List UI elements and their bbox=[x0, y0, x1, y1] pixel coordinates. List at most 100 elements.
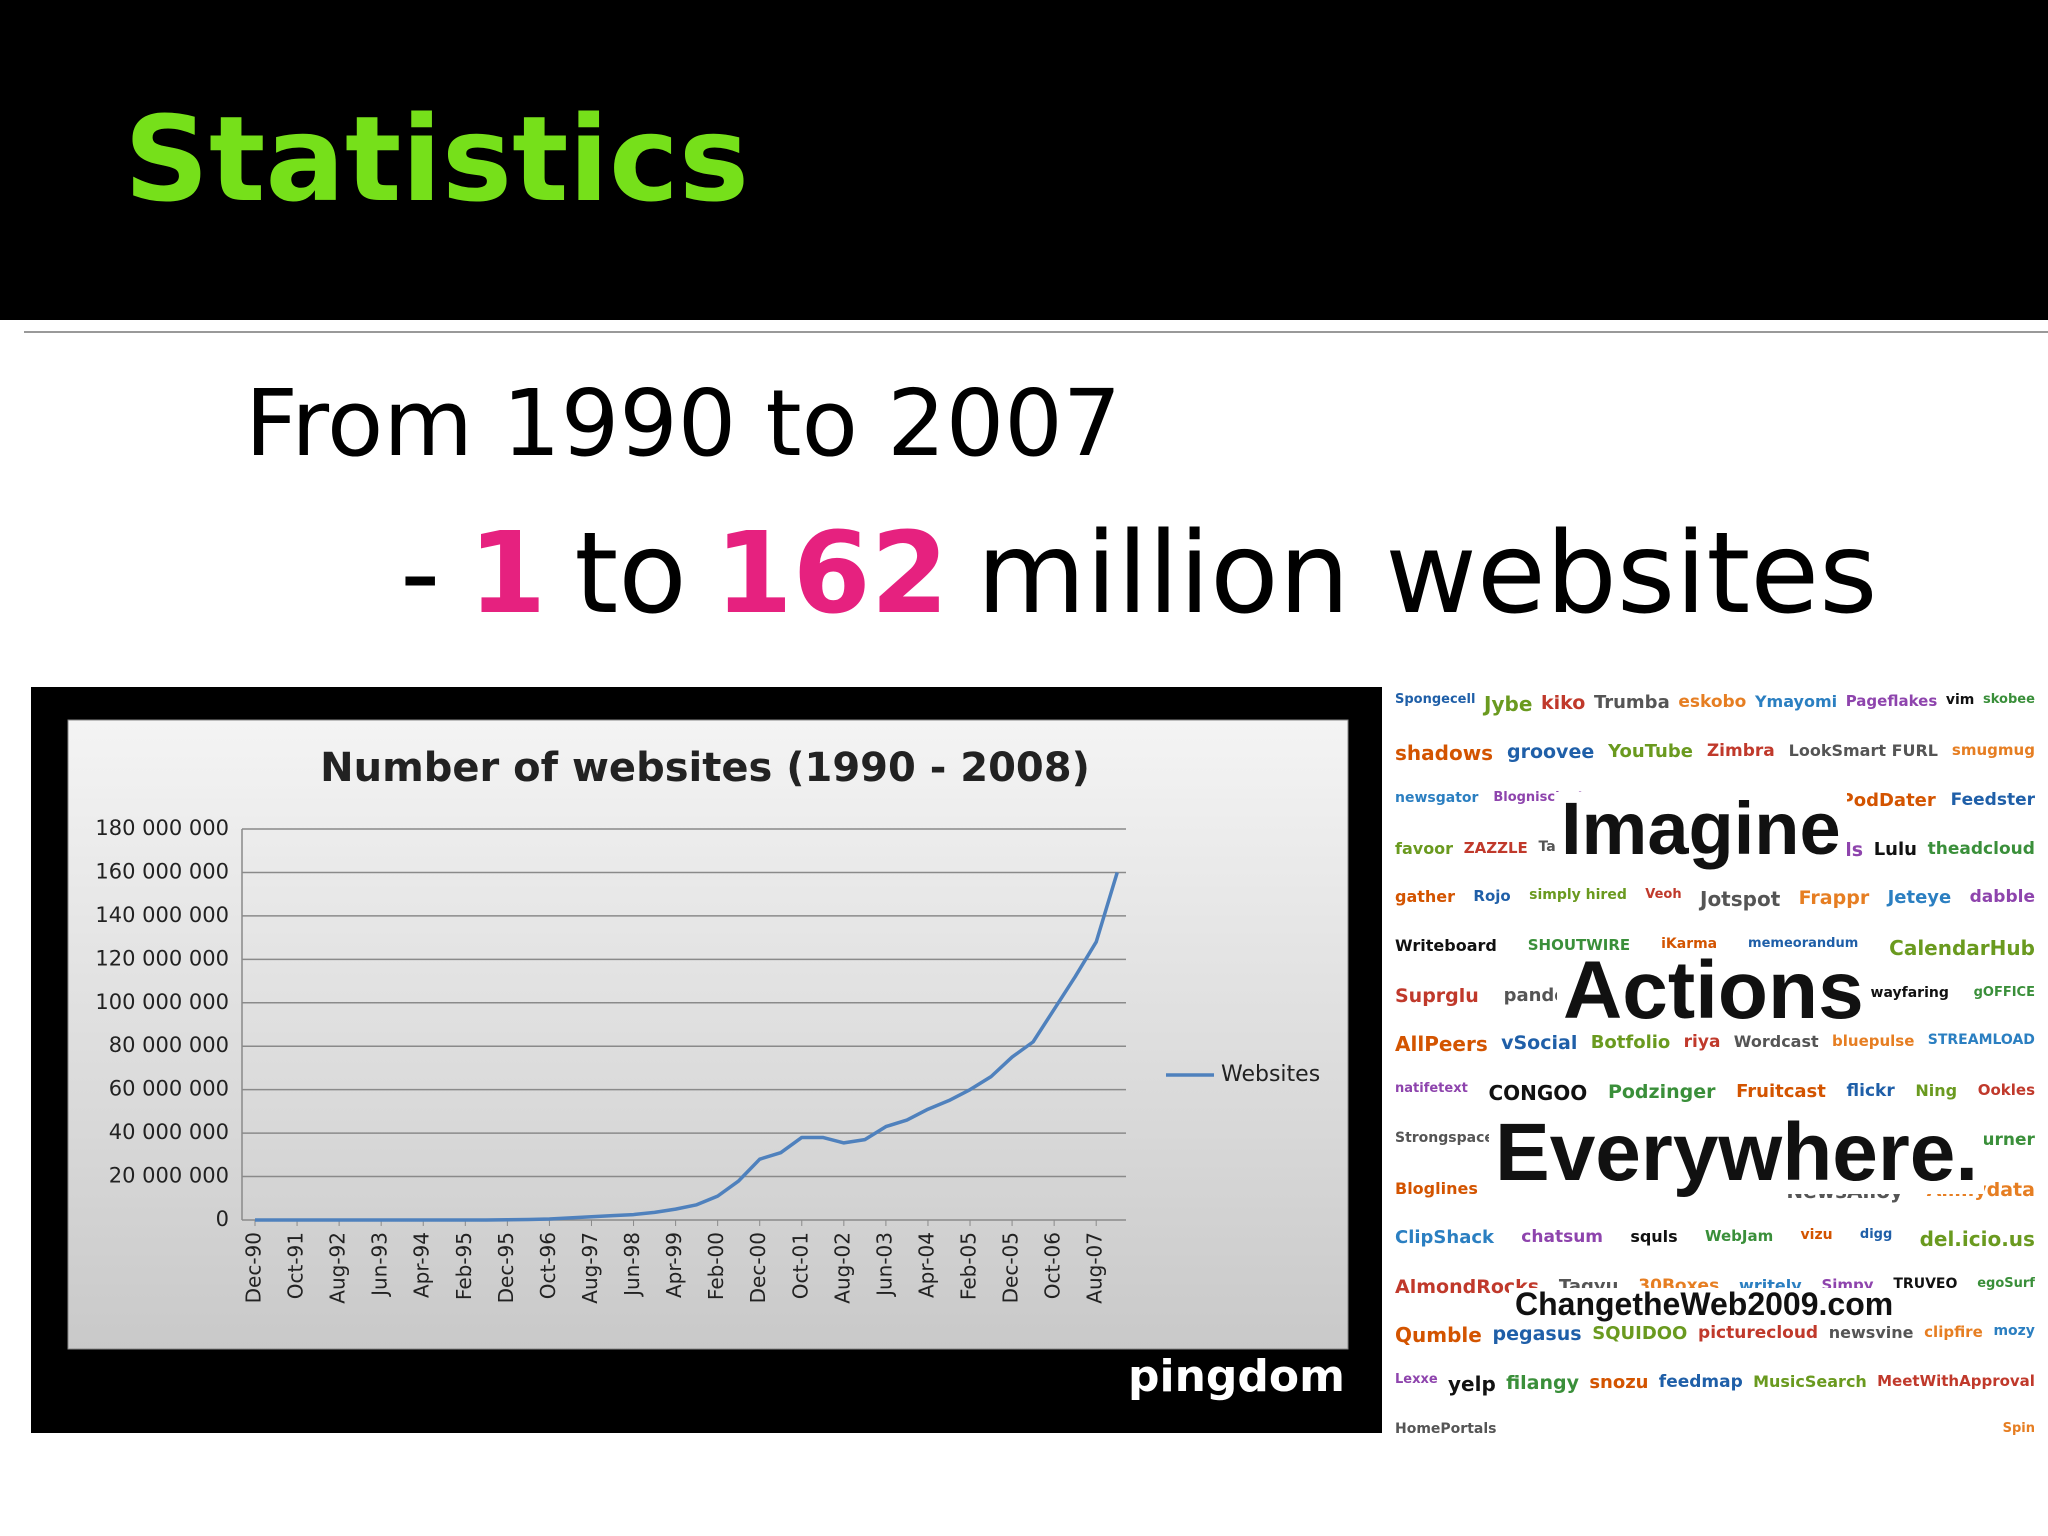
x-tick-label: Aug-92 bbox=[326, 1232, 350, 1304]
x-tick-label: Feb-95 bbox=[452, 1232, 476, 1300]
logo-text: bluepulse bbox=[1832, 1032, 1915, 1051]
y-tick-label: 100 000 000 bbox=[95, 990, 229, 1014]
logo-text: wayfaring bbox=[1870, 985, 1949, 1002]
logo-text: favoor bbox=[1395, 838, 1454, 858]
logo-text: Wordcast bbox=[1733, 1032, 1819, 1052]
logo-text: skobee bbox=[1983, 692, 2035, 707]
headline: Imagine bbox=[1555, 792, 1847, 866]
logo-text: memeorandum bbox=[1748, 936, 1859, 952]
logo-text: YouTube bbox=[1608, 740, 1693, 762]
logo-text: filangy bbox=[1506, 1372, 1580, 1395]
logo-text: MusicSearch bbox=[1753, 1372, 1867, 1392]
headline: ChangetheWeb2009.com bbox=[1509, 1288, 1900, 1320]
y-tick-label: 80 000 000 bbox=[109, 1033, 229, 1057]
logo-text: snozu bbox=[1589, 1372, 1649, 1394]
logo-text: newsgator bbox=[1395, 789, 1479, 806]
legend-label: Websites bbox=[1221, 1062, 1320, 1087]
x-tick-label: Dec-05 bbox=[999, 1232, 1023, 1303]
x-tick-label: Oct-06 bbox=[1041, 1232, 1065, 1299]
logo-text: Jybe bbox=[1484, 692, 1533, 716]
logo-text: Pageflakes bbox=[1845, 692, 1938, 710]
logo-text: squls bbox=[1630, 1227, 1678, 1247]
text: to bbox=[574, 509, 687, 639]
headline: Actions bbox=[1557, 950, 1870, 1032]
logo-text: Ookles bbox=[1977, 1080, 2035, 1099]
x-tick-label: Dec-00 bbox=[746, 1232, 770, 1303]
logo-text: chatsum bbox=[1521, 1227, 1604, 1248]
logo-text: kiko bbox=[1541, 692, 1586, 714]
chart: Number of websites (1990 - 2008) pingdom… bbox=[31, 687, 1382, 1433]
y-tick-label: 40 000 000 bbox=[109, 1120, 229, 1144]
logo-text: eskobo bbox=[1678, 692, 1747, 712]
logo-text: AlmondRocks bbox=[1395, 1276, 1540, 1299]
logo-text: mozy bbox=[1993, 1323, 2035, 1340]
logo-text: digg bbox=[1859, 1227, 1893, 1243]
logo-text: Trumba bbox=[1593, 692, 1670, 713]
logo-text: Ymayomi bbox=[1754, 692, 1838, 711]
y-tick-label: 0 bbox=[216, 1207, 229, 1231]
x-tick-label: Oct-01 bbox=[788, 1232, 812, 1299]
logo-text: gather bbox=[1395, 887, 1456, 907]
y-tick-label: 60 000 000 bbox=[109, 1077, 229, 1101]
x-tick-label: Oct-96 bbox=[536, 1232, 560, 1299]
logo-text: vim bbox=[1945, 692, 1975, 708]
logo-text: vSocial bbox=[1501, 1032, 1578, 1055]
body-line: -1 to 162 million websites bbox=[400, 518, 1906, 630]
logo-text: Feedster bbox=[1950, 789, 2035, 810]
logo-text: simply hired bbox=[1529, 887, 1627, 904]
logo-text: groovee bbox=[1506, 740, 1595, 763]
x-tick-label: Aug-02 bbox=[830, 1232, 854, 1304]
logo-text: CalendarHub bbox=[1889, 936, 2035, 961]
chart-credit: pingdom bbox=[1128, 1351, 1345, 1402]
logo-text: Zimbra bbox=[1706, 740, 1775, 761]
logo-text: Spongecell bbox=[1395, 692, 1476, 707]
logo-text: feedmap bbox=[1658, 1372, 1743, 1393]
x-tick-label: Aug-07 bbox=[1083, 1232, 1107, 1304]
logo-text: Strongspace bbox=[1395, 1129, 1494, 1146]
logo-text: CONGOO bbox=[1488, 1080, 1588, 1105]
header-band: Statistics bbox=[0, 0, 2048, 320]
logo-text: theadcloud bbox=[1927, 838, 2035, 859]
y-tick-label: 160 000 000 bbox=[95, 859, 229, 883]
logo-text: Lulu bbox=[1873, 838, 1917, 860]
x-tick-label: Feb-05 bbox=[957, 1232, 981, 1300]
x-tick-label: Jun-03 bbox=[872, 1232, 896, 1298]
x-tick-label: Oct-91 bbox=[284, 1232, 308, 1299]
logo-text: PodDater bbox=[1840, 789, 1936, 811]
chart-panel bbox=[67, 719, 1349, 1350]
logo-text: iKarma bbox=[1661, 936, 1718, 953]
highlight-number: 1 bbox=[468, 509, 547, 639]
x-tick-label: Apr-94 bbox=[410, 1232, 434, 1298]
logo-text: ClipShack bbox=[1395, 1227, 1494, 1249]
logo-text: Ning bbox=[1915, 1080, 1958, 1100]
text: million websites bbox=[976, 509, 1878, 639]
logo-text: flickr bbox=[1846, 1080, 1895, 1101]
collage: Spongecell Jybe kiko Trumba eskobo Ymayomi Pag… bbox=[1395, 692, 2035, 1437]
y-tick-label: 140 000 000 bbox=[95, 903, 229, 927]
logo-text: Fruitcast bbox=[1736, 1080, 1826, 1102]
logo-text: pegasus bbox=[1492, 1323, 1582, 1346]
logo-text: yelp bbox=[1448, 1372, 1496, 1397]
divider bbox=[24, 331, 2048, 333]
logo-text: LookSmart FURL bbox=[1788, 740, 1938, 760]
logo-text: Veoh bbox=[1645, 887, 1682, 903]
logo-text: TRUVEO bbox=[1893, 1276, 1958, 1293]
logo-text: Writeboard bbox=[1395, 936, 1497, 956]
y-tick-label: 20 000 000 bbox=[109, 1164, 229, 1188]
logo-text: Spin bbox=[2002, 1420, 2035, 1436]
dash: - bbox=[400, 509, 441, 639]
logo-text: Podzinger bbox=[1607, 1080, 1716, 1103]
logo-text: del.icio.us bbox=[1919, 1227, 2035, 1252]
logo-text: smugmug bbox=[1951, 740, 2035, 759]
x-tick-label: Aug-97 bbox=[578, 1232, 602, 1304]
x-tick-label: Jun-98 bbox=[620, 1232, 644, 1298]
logo-text: Frappr bbox=[1798, 887, 1870, 910]
logo-text: Lexxe bbox=[1395, 1372, 1438, 1388]
slide-title: Statistics bbox=[124, 90, 750, 228]
x-tick-label: Dec-95 bbox=[494, 1232, 518, 1303]
logo-text: riya bbox=[1683, 1032, 1721, 1053]
logo-text: Suprglu bbox=[1395, 985, 1479, 1008]
logo-text: SQUIDOO bbox=[1592, 1323, 1688, 1345]
logo-text: shadows bbox=[1395, 740, 1494, 765]
